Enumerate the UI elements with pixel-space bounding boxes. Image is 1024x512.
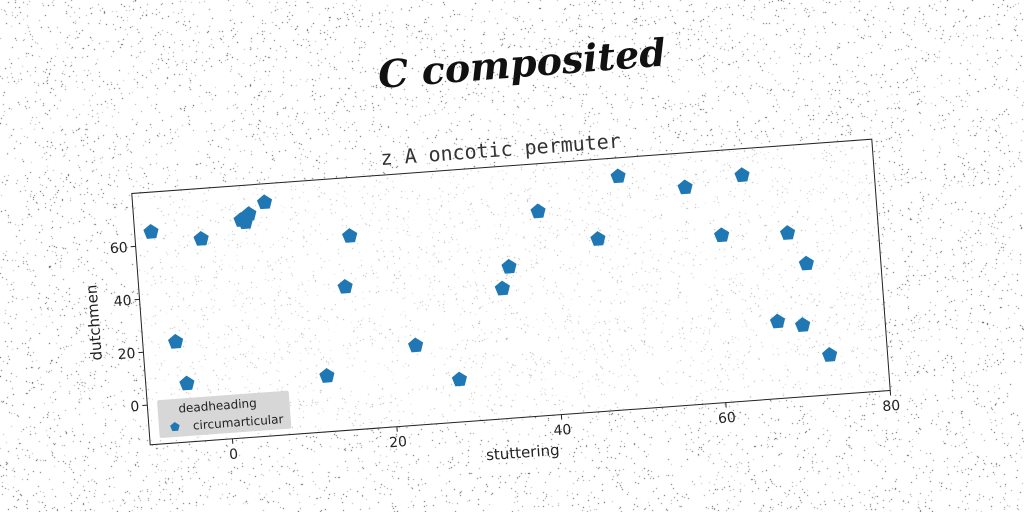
legend-entry-label: circumarticular [192, 412, 283, 433]
data-point-9 [337, 278, 353, 294]
legend: deadheading circumarticular [157, 390, 292, 438]
data-point-22 [779, 225, 796, 240]
data-point-19 [713, 227, 730, 243]
data-point-21 [769, 313, 786, 329]
legend-marker [170, 421, 180, 432]
data-point-20 [734, 167, 750, 183]
plot-frame [131, 138, 891, 446]
data-point-13 [494, 280, 510, 296]
x-axis-label: stuttering [485, 441, 560, 464]
data-point-1 [167, 333, 184, 349]
y-axis-label: dutchmen [82, 284, 106, 361]
y-tick-label: 20 [117, 346, 136, 363]
data-point-15 [530, 203, 546, 219]
y-tick-label: 0 [130, 399, 140, 416]
data-point-3 [193, 230, 209, 246]
data-point-8 [319, 368, 335, 383]
legend-box [157, 390, 292, 438]
data-point-25 [822, 347, 838, 362]
data-point-16 [590, 231, 606, 246]
x-tick-label: 0 [229, 446, 239, 463]
data-point-0 [143, 224, 159, 239]
x-tick-label: 40 [553, 422, 572, 439]
x-axis-ticks: 0 20 40 60 80 [229, 390, 901, 463]
data-point-17 [610, 168, 626, 184]
data-point-11 [408, 337, 424, 353]
x-tick-label: 80 [882, 398, 901, 415]
data-point-6 [241, 206, 257, 222]
x-tick-label: 20 [389, 434, 408, 451]
data-point-14 [501, 258, 517, 274]
x-tick-label: 60 [717, 410, 736, 427]
y-tick-label: 40 [113, 293, 132, 310]
y-axis-ticks: 0 20 40 60 [109, 240, 148, 416]
data-point-12 [451, 371, 467, 387]
legend-title: deadheading [178, 396, 257, 416]
data-point-2 [179, 375, 195, 391]
y-tick-label: 60 [109, 240, 128, 257]
data-point-10 [342, 228, 358, 243]
data-points [143, 167, 838, 391]
legend-marker-pentagon [170, 421, 180, 432]
data-point-7 [256, 194, 273, 210]
data-point-24 [798, 255, 814, 271]
data-point-18 [677, 179, 693, 195]
data-point-23 [794, 317, 811, 332]
